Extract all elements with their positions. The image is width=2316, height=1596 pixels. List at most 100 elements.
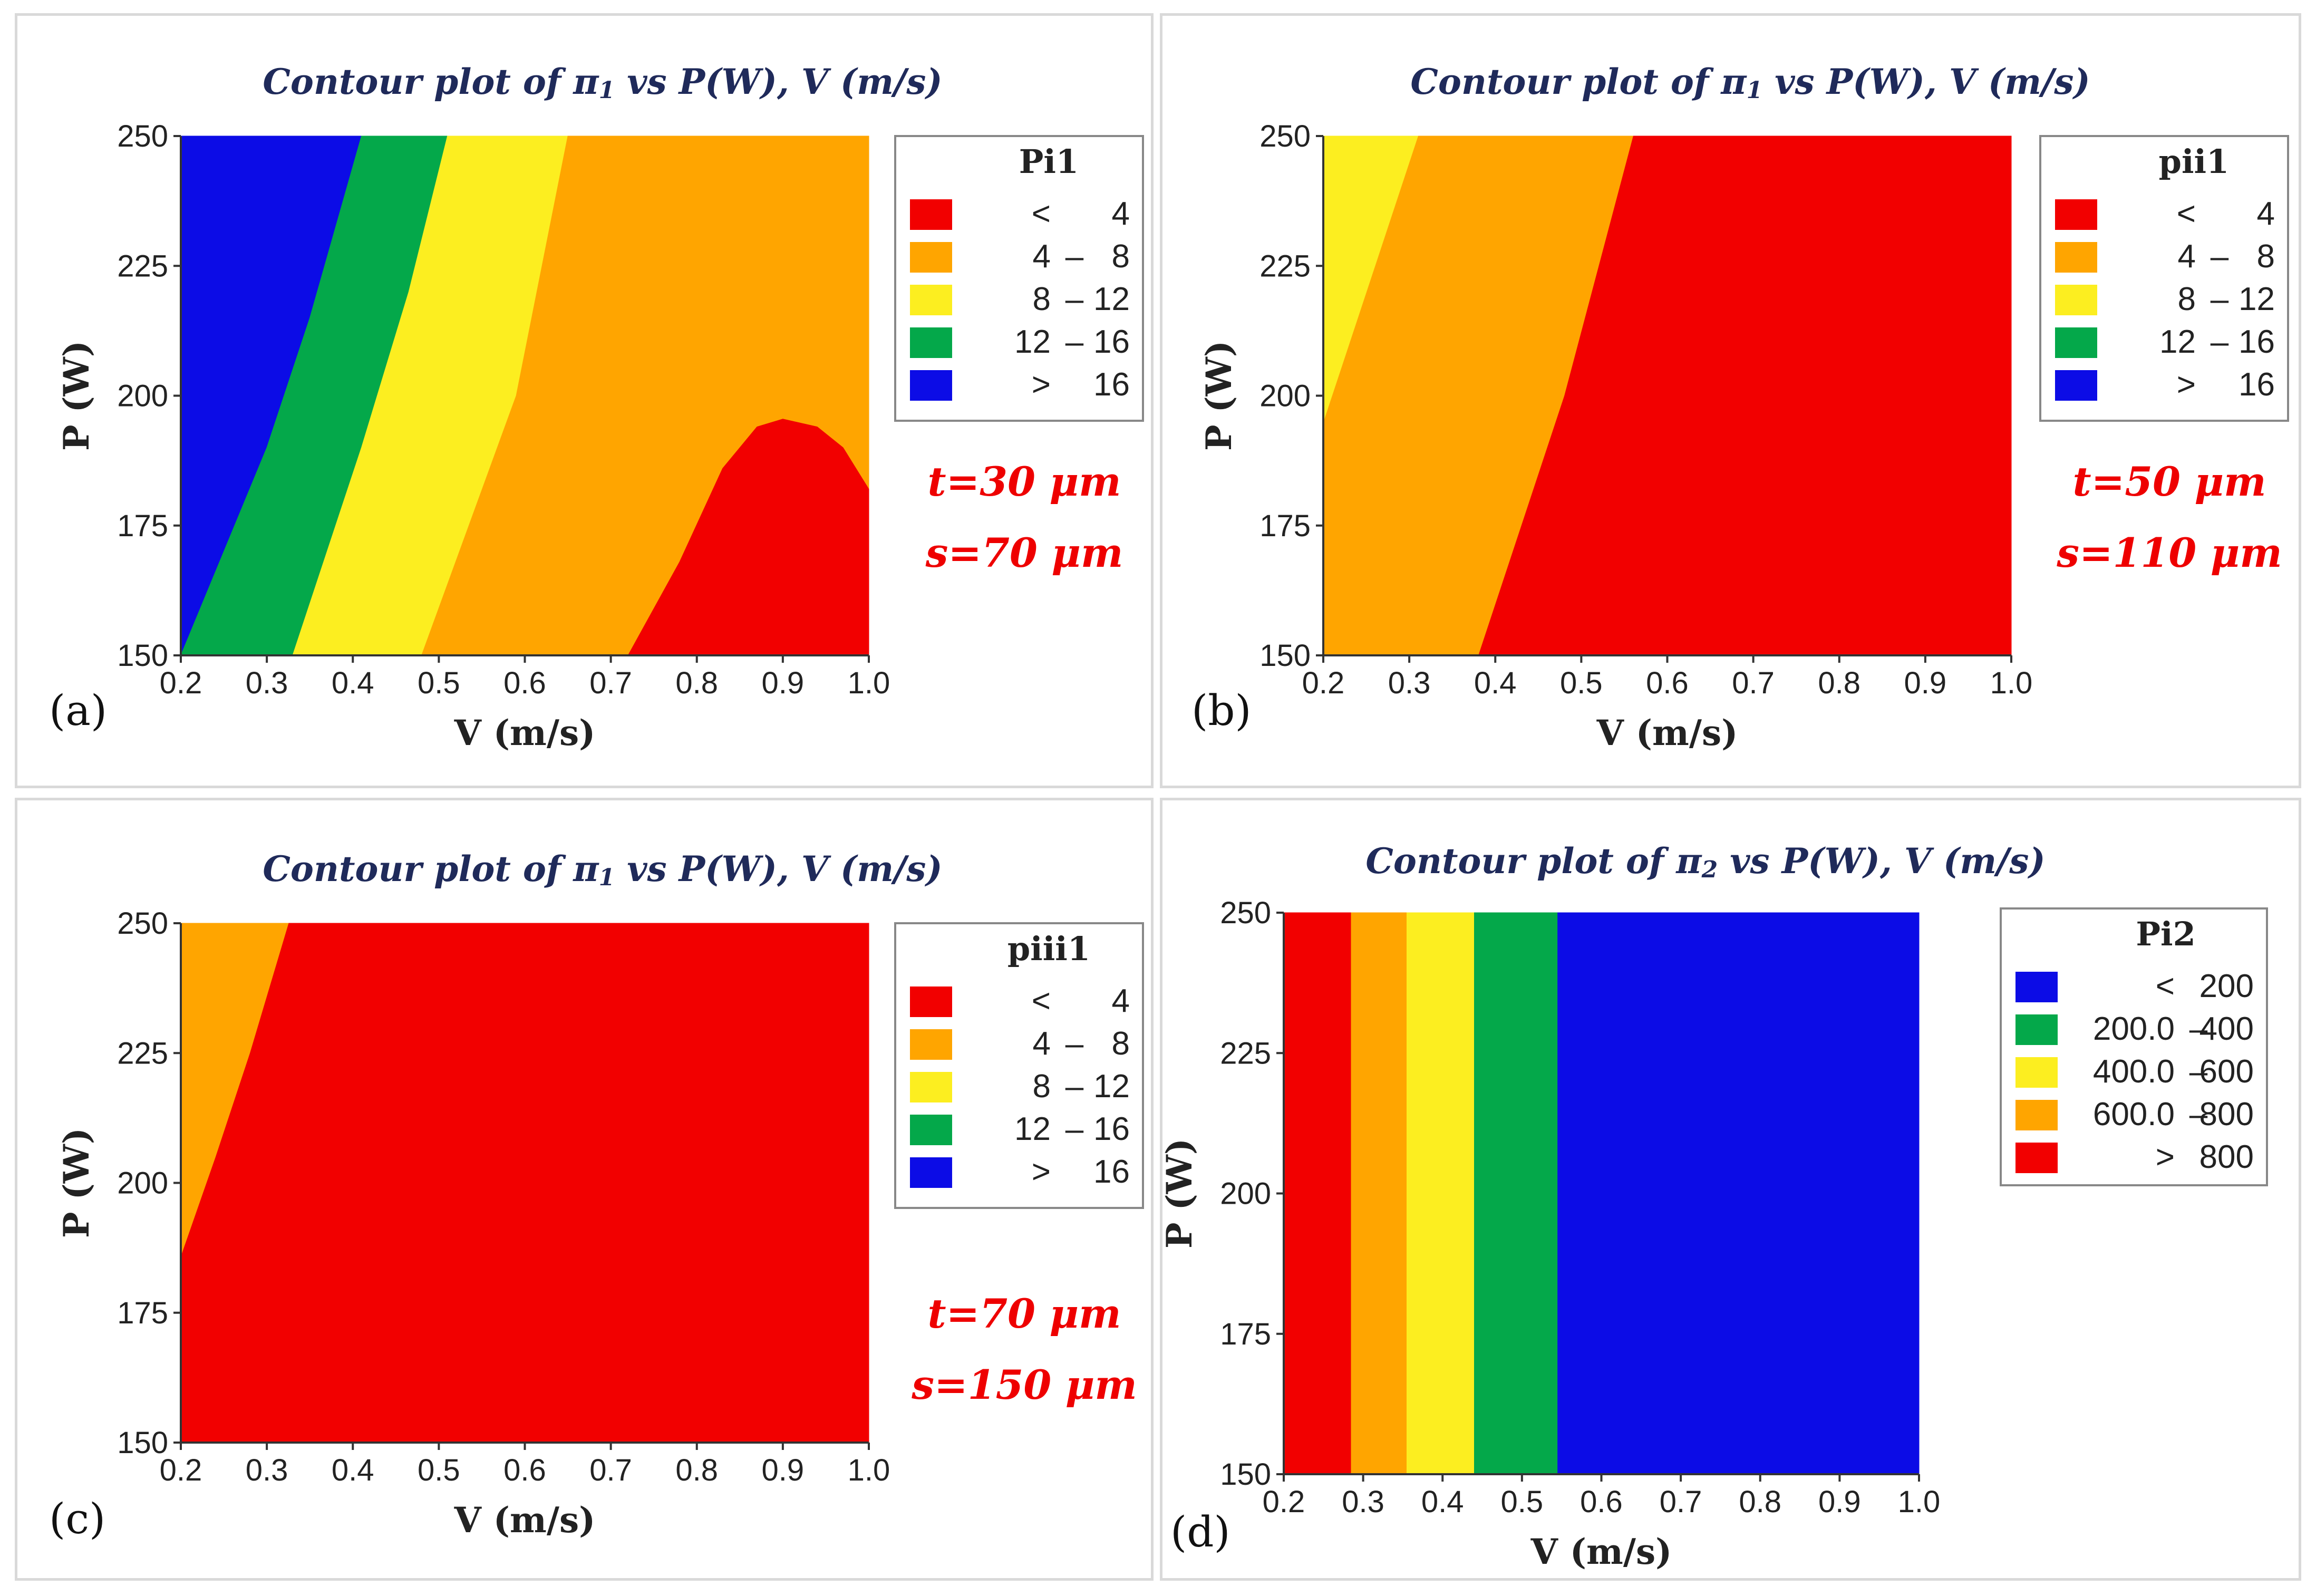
x-tick-label: 0.9 xyxy=(1818,1485,1861,1519)
y-tick-label: 175 xyxy=(1220,1317,1271,1351)
legend-entry-sep: – xyxy=(1065,238,1084,275)
legend-entry-label: > xyxy=(2156,1139,2175,1175)
x-tick-label: 0.7 xyxy=(589,1453,632,1487)
panel-c: Contour plot of π1 vs P(W), V (m/s) 150 17… xyxy=(15,798,1154,1581)
y-tick-label: 175 xyxy=(1259,509,1311,543)
y-tick-label: 250 xyxy=(1259,119,1311,153)
x-tick-label: 0.8 xyxy=(1739,1485,1781,1519)
y-tick-label: 200 xyxy=(117,379,168,413)
x-tick-label: 0.4 xyxy=(1474,666,1517,700)
x-tick-label: 0.5 xyxy=(1501,1485,1544,1519)
x-tick-label: 0.9 xyxy=(1904,666,1947,700)
y-tick-label: 225 xyxy=(117,249,168,283)
x-tick-label: 0.2 xyxy=(160,1453,202,1487)
title-prefix: Contour plot of π xyxy=(263,61,599,102)
y-tick-label: 150 xyxy=(1220,1457,1271,1492)
contour-region-red xyxy=(627,419,869,656)
legend-entry-value: 800 xyxy=(2199,1096,2254,1133)
y-tick-label: 150 xyxy=(117,1426,168,1460)
legend-entry-value: 8 xyxy=(1112,1026,1130,1062)
legend-entry-value: 4 xyxy=(2257,196,2275,232)
legend-entry-label: 8 xyxy=(1033,281,1051,317)
y-axis-label: P (W) xyxy=(56,1128,97,1238)
legend-entry-value: 16 xyxy=(1093,1111,1130,1147)
x-tick-label: 0.5 xyxy=(418,1453,460,1487)
title-suffix: vs P(W), V (m/s) xyxy=(615,848,942,889)
legend-title: pii1 xyxy=(2159,142,2230,181)
legend-entry-value: 16 xyxy=(2239,366,2275,403)
y-axis-label: P (W) xyxy=(1198,341,1239,451)
legend-entry-label: > xyxy=(2177,366,2196,403)
legend-entry-label: 600.0 xyxy=(2093,1096,2175,1133)
x-tick-label: 0.3 xyxy=(1388,666,1431,700)
legend-entry-value: 800 xyxy=(2199,1139,2254,1175)
legend-entry-sep: – xyxy=(1065,281,1084,317)
contour-region-yellow xyxy=(1407,912,1475,1475)
legend-swatch-yellow xyxy=(2015,1057,2058,1088)
chart-title: Contour plot of π2 vs P(W), V (m/s) xyxy=(1365,840,2045,883)
legend-swatch-orange xyxy=(910,242,952,273)
panel-label: (d) xyxy=(1170,1507,1230,1556)
legend-entry-value: 600 xyxy=(2199,1053,2254,1090)
x-axis-label: V (m/s) xyxy=(454,1500,596,1541)
x-tick-label: 1.0 xyxy=(1990,666,2033,700)
x-tick-label: 1.0 xyxy=(848,666,890,700)
y-tick-label: 250 xyxy=(117,119,168,153)
x-tick-label: 0.7 xyxy=(1660,1485,1702,1519)
annotation-note: s=110 μm xyxy=(2056,529,2282,576)
legend-swatch-blue xyxy=(2055,370,2097,401)
x-axis-label: V (m/s) xyxy=(1530,1531,1672,1572)
legend-swatch-red xyxy=(2055,199,2097,230)
x-tick-label: 0.8 xyxy=(675,1453,718,1487)
contour-region-red xyxy=(1283,912,1352,1475)
legend-entry-label: < xyxy=(2156,968,2175,1004)
chart-title: Contour plot of π1 vs P(W), V (m/s) xyxy=(263,848,942,891)
x-tick-label: 1.0 xyxy=(848,1453,890,1487)
legend-swatch-orange xyxy=(2015,1100,2058,1130)
legend-entry-sep: – xyxy=(1065,1068,1084,1105)
chart-title: Contour plot of π1 vs P(W), V (m/s) xyxy=(1410,61,2090,104)
legend-entry-value: 16 xyxy=(1093,324,1130,360)
legend-swatch-orange xyxy=(910,1029,952,1060)
y-tick-label: 150 xyxy=(1259,639,1311,673)
x-tick-label: 0.6 xyxy=(1580,1485,1623,1519)
legend-entry-value: 12 xyxy=(2239,281,2275,317)
legend-swatch-green xyxy=(2015,1014,2058,1045)
x-tick-label: 0.6 xyxy=(503,1453,546,1487)
legend-entry-value: 8 xyxy=(1112,238,1130,275)
legend-entry-label: 12 xyxy=(1014,1111,1051,1147)
panel-d: Contour plot of π2 vs P(W), V (m/s) 150 17… xyxy=(1160,798,2301,1581)
x-tick-label: 0.9 xyxy=(762,1453,805,1487)
title-subscript: 1 xyxy=(599,864,615,891)
legend-entry-value: 16 xyxy=(1093,366,1130,403)
legend-swatch-blue xyxy=(910,370,952,401)
y-tick-label: 225 xyxy=(1220,1036,1271,1070)
y-tick-label: 200 xyxy=(1220,1177,1271,1211)
x-tick-label: 0.8 xyxy=(1818,666,1860,700)
legend-entry-sep: – xyxy=(1065,1111,1084,1147)
legend-entry-label: 200.0 xyxy=(2093,1011,2175,1047)
x-tick-label: 0.2 xyxy=(1302,666,1345,700)
legend-swatch-blue xyxy=(910,1157,952,1188)
legend-entry-label: < xyxy=(1032,983,1051,1019)
legend-entry-value: 4 xyxy=(1112,196,1130,232)
y-axis-label: P (W) xyxy=(1162,1138,1200,1249)
legend-title: Pi1 xyxy=(1019,142,1079,181)
x-tick-label: 0.6 xyxy=(1646,666,1689,700)
title-prefix: Contour plot of π xyxy=(1410,61,1747,102)
x-tick-label: 0.5 xyxy=(1560,666,1603,700)
y-tick-label: 175 xyxy=(117,1296,168,1330)
annotation-note: s=150 μm xyxy=(911,1361,1137,1408)
title-subscript: 1 xyxy=(1747,77,1763,104)
y-tick-label: 250 xyxy=(1220,896,1271,930)
legend-entry-sep: – xyxy=(2211,281,2229,317)
legend-entry-value: 200 xyxy=(2199,968,2254,1004)
x-tick-label: 0.4 xyxy=(332,1453,374,1487)
title-prefix: Contour plot of π xyxy=(263,848,599,889)
legend-entry-label: 400.0 xyxy=(2093,1053,2175,1090)
panel-a: Contour plot of π1 vs P(W), V (m/s) 150 17… xyxy=(15,13,1154,788)
legend-entry-label: 4 xyxy=(2178,238,2196,275)
legend-entry-value: 8 xyxy=(2257,238,2275,275)
legend-entry-value: 400 xyxy=(2199,1011,2254,1047)
legend-entry-label: > xyxy=(1032,1154,1051,1190)
